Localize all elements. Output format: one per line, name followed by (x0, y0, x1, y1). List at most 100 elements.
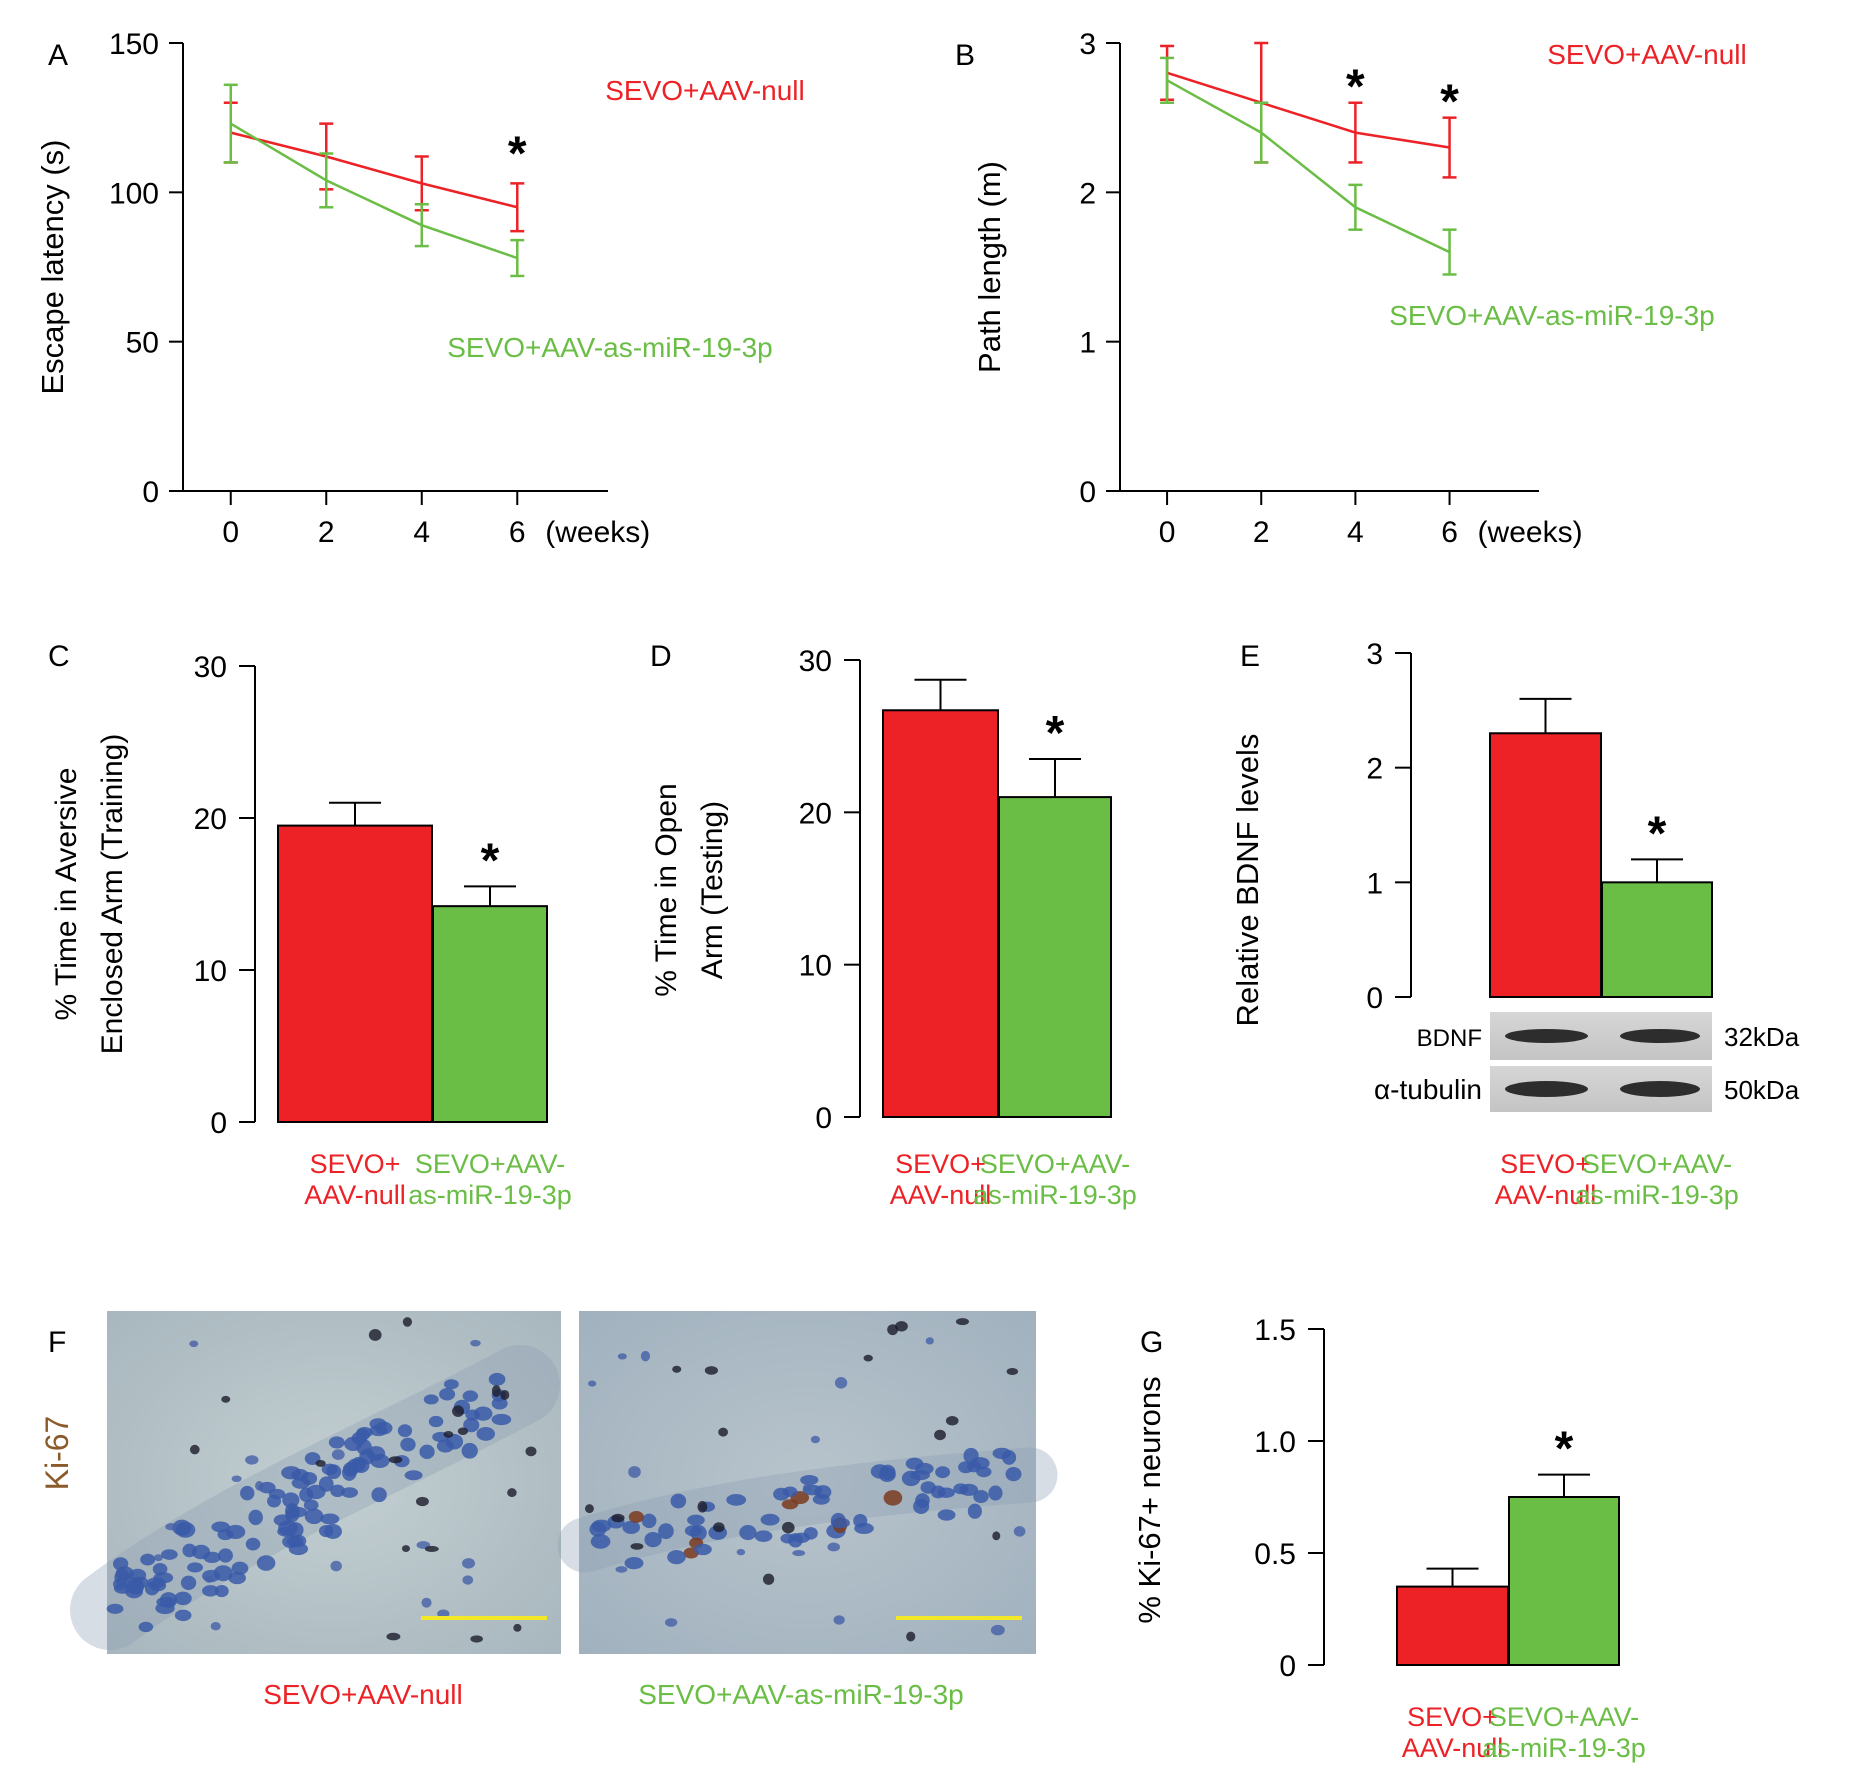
nucleus (182, 1543, 197, 1558)
ki67-positive-nucleus (883, 1490, 903, 1506)
nucleus (371, 1487, 387, 1503)
category-label-1-line-1: SEVO+ (310, 1149, 401, 1179)
scattered-cell (863, 1354, 873, 1362)
y-tick-label: 0.5 (1254, 1538, 1296, 1571)
nucleus (161, 1549, 178, 1560)
category-label-2-line-2: as-miR-19-3p (408, 1180, 572, 1210)
significance-asterisk: * (1046, 707, 1065, 760)
series-label-null: SEVO+AAV-null (1547, 39, 1746, 70)
nucleus (1005, 1467, 1022, 1482)
nucleus (152, 1562, 168, 1576)
scattered-cell (992, 1531, 1001, 1541)
scattered-cell (462, 1575, 474, 1585)
scattered-cell (443, 1430, 454, 1438)
nucleus (959, 1483, 979, 1496)
scattered-cell (153, 1554, 163, 1562)
y-tick-label: 2 (1366, 753, 1383, 786)
significance-asterisk: * (1555, 1423, 1574, 1476)
x-tick-label: 2 (318, 516, 335, 549)
nucleus (114, 1569, 131, 1586)
x-tick-label: 0 (1159, 516, 1176, 549)
scattered-cell (792, 1550, 806, 1557)
nucleus (461, 1442, 478, 1459)
nucleus (428, 1415, 444, 1428)
caption-null: SEVO+AAV-null (263, 1679, 462, 1710)
nucleus (174, 1591, 192, 1606)
nucleus (321, 1463, 338, 1476)
scattered-cell (665, 1618, 678, 1627)
y-tick-label: 150 (109, 28, 159, 61)
nucleus (624, 1556, 644, 1570)
scattered-cell (827, 1542, 841, 1552)
panel-f: Ki-67 SEVO+AAV-null SEVO+AAV-as-miR-19-3p (39, 1311, 1058, 1710)
scattered-cell (525, 1446, 537, 1457)
nucleus (622, 1520, 641, 1535)
blot-size-label: 32kDa (1724, 1022, 1800, 1052)
scattered-cell (245, 1455, 259, 1465)
nucleus (106, 1603, 124, 1614)
nucleus (318, 1525, 334, 1538)
significance-asterisk: * (1440, 75, 1459, 128)
scattered-cell (895, 1321, 908, 1332)
nucleus (937, 1487, 955, 1498)
nucleus (140, 1553, 156, 1566)
series-label-as-mir: SEVO+AAV-as-miR-19-3p (1389, 300, 1715, 331)
scattered-cell (165, 1523, 178, 1531)
series-line (230, 122, 518, 260)
y-tick-label: 20 (799, 797, 832, 830)
nucleus (726, 1494, 747, 1506)
panel-letter-a: A (48, 39, 68, 72)
nucleus (112, 1557, 129, 1571)
significance-asterisk: * (508, 128, 527, 181)
nucleus (202, 1585, 219, 1597)
series-line (230, 131, 518, 209)
scattered-cell (255, 1481, 264, 1491)
scattered-cell (470, 1339, 481, 1347)
x-tick-label: 4 (413, 516, 430, 549)
nucleus (754, 1530, 773, 1542)
y-tick-label: 30 (194, 651, 227, 684)
y-tick-label: 1 (1366, 867, 1383, 900)
y-axis-label: Escape latency (s) (35, 140, 70, 395)
nucleus (812, 1493, 830, 1505)
y-tick-label: 10 (194, 955, 227, 988)
nucleus (214, 1584, 229, 1598)
category-label-2-line-2: as-miR-19-3p (1575, 1180, 1739, 1210)
nucleus (267, 1494, 282, 1508)
category-label-2-line-1: SEVO+AAV- (1489, 1702, 1639, 1732)
scattered-cell (210, 1621, 221, 1631)
bar (1508, 1496, 1620, 1666)
nucleus (330, 1484, 345, 1498)
panel-letter-b: B (955, 39, 975, 72)
nucleus (397, 1424, 413, 1438)
nucleus (488, 1372, 506, 1386)
y-axis-label-line-2: Arm (Testing) (696, 801, 729, 979)
category-label-2-line-1: SEVO+AAV- (980, 1149, 1130, 1179)
scattered-cell (491, 1385, 501, 1397)
nucleus (282, 1492, 300, 1508)
nucleus (831, 1517, 850, 1529)
category-label-1-line-2: AAV-null (1495, 1180, 1597, 1210)
scattered-cell (401, 1545, 410, 1552)
scattered-cell (640, 1350, 651, 1362)
nucleus (901, 1470, 921, 1487)
blot-band (1620, 1081, 1700, 1097)
y-axis-label-line-2: Enclosed Arm (Training) (96, 734, 129, 1055)
nucleus (240, 1485, 255, 1501)
nucleus (291, 1477, 311, 1489)
nucleus (589, 1521, 607, 1537)
nucleus (694, 1543, 712, 1556)
nucleus (303, 1499, 319, 1511)
scattered-cell (697, 1501, 708, 1513)
panel-letter-f: F (48, 1326, 66, 1359)
y-tick-label: 0 (1279, 1650, 1296, 1683)
scattered-cell (437, 1609, 450, 1618)
scattered-cell (470, 1635, 483, 1643)
scattered-cell (415, 1496, 429, 1507)
nucleus (404, 1470, 423, 1481)
micrograph-2 (557, 1311, 1058, 1654)
y-tick-label: 100 (109, 177, 159, 210)
nucleus (180, 1575, 197, 1591)
y-tick-label: 0 (1079, 476, 1096, 509)
